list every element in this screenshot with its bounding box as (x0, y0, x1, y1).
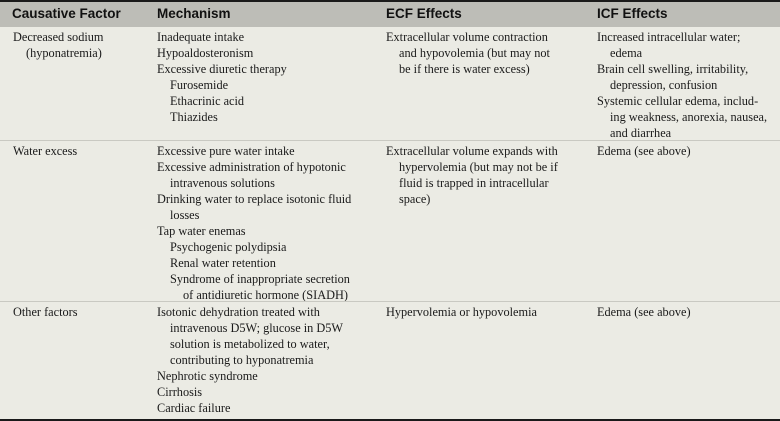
row3-icf-cell: Edema (see above) (597, 304, 777, 320)
cell-line: Increased intracellular water; (597, 30, 741, 44)
cell-line: Psychogenic polydipsia (170, 240, 287, 254)
cell-line: Nephrotic syndrome (157, 369, 258, 383)
cell-line: Edema (see above) (597, 305, 691, 319)
row1-ecf-cell: Extracellular volume contraction and hyp… (386, 29, 586, 77)
row-divider (0, 301, 780, 302)
table-header-row: Causative Factor Mechanism ECF Effects I… (0, 2, 780, 27)
cell-line: Extracellular volume expands with (386, 144, 558, 158)
cell-line: Excessive diuretic therapy (157, 62, 287, 76)
cell-line: Syndrome of inappropriate secretion (170, 272, 350, 286)
row1-cause-cell: Decreased sodium (hyponatremia) (13, 29, 143, 61)
row2-icf-cell: Edema (see above) (597, 143, 777, 159)
header-causative-factor: Causative Factor (12, 6, 121, 21)
cell-line: Systemic cellular edema, includ- (597, 94, 759, 108)
cell-line: Cirrhosis (157, 385, 203, 399)
header-icf-effects: ICF Effects (597, 6, 668, 21)
row3-mechanism-cell: Isotonic dehydration treated with intrav… (157, 304, 377, 416)
row2-cause-cell: Water excess (13, 143, 143, 159)
cell-line: intravenous solutions (170, 176, 275, 190)
row3-ecf-cell: Hypervolemia or hypovolemia (386, 304, 586, 320)
cell-line: Inadequate intake (157, 30, 245, 44)
cell-line: Tap water enemas (157, 224, 246, 238)
row1-mechanism-cell: Inadequate intake Hypoaldosteronism Exce… (157, 29, 377, 125)
cell-line: of antidiuretic hormone (SIADH) (183, 288, 348, 302)
cell-line: (hyponatremia) (26, 46, 102, 60)
cell-line: Excessive pure water intake (157, 144, 295, 158)
cell-line: Thiazides (170, 110, 218, 124)
cell-line: Cardiac failure (157, 401, 231, 415)
cell-line: solution is metabolized to water, (170, 337, 330, 351)
cell-line: Isotonic dehydration treated with (157, 305, 320, 319)
cell-line: Furosemide (170, 78, 229, 92)
cell-line: and hypovolemia (but may not (399, 46, 550, 60)
row-divider (0, 140, 780, 141)
cell-line: Extracellular volume contraction (386, 30, 548, 44)
cell-line: Edema (see above) (597, 144, 691, 158)
cell-line: edema (610, 46, 643, 60)
header-mechanism: Mechanism (157, 6, 231, 21)
cell-line: Hypervolemia or hypovolemia (386, 305, 537, 319)
header-ecf-effects: ECF Effects (386, 6, 462, 21)
cell-line: Other factors (13, 305, 78, 319)
cell-line: losses (170, 208, 200, 222)
cell-line: intravenous D5W; glucose in D5W (170, 321, 344, 335)
cell-line: hypervolemia (but may not be if (399, 160, 558, 174)
cell-line: Excessive administration of hypotonic (157, 160, 346, 174)
cell-line: be if there is water excess) (399, 62, 530, 76)
row1-icf-cell: Increased intracellular water; edema Bra… (597, 29, 777, 141)
cell-line: fluid is trapped in intracellular (399, 176, 549, 190)
cell-line: Hypoaldosteronism (157, 46, 254, 60)
row2-mechanism-cell: Excessive pure water intake Excessive ad… (157, 143, 377, 303)
cell-line: Decreased sodium (13, 30, 104, 44)
cell-line: Water excess (13, 144, 78, 158)
cell-line: Brain cell swelling, irritability, (597, 62, 749, 76)
cell-line: Drinking water to replace isotonic fluid (157, 192, 352, 206)
cell-line: Ethacrinic acid (170, 94, 245, 108)
cell-line: contributing to hyponatremia (170, 353, 314, 367)
cell-line: depression, confusion (610, 78, 718, 92)
row3-cause-cell: Other factors (13, 304, 143, 320)
cell-line: and diarrhea (610, 126, 672, 140)
cell-line: ing weakness, anorexia, nausea, (610, 110, 768, 124)
cell-line: Renal water retention (170, 256, 276, 270)
row2-ecf-cell: Extracellular volume expands with hyperv… (386, 143, 586, 207)
cell-line: space) (399, 192, 431, 206)
